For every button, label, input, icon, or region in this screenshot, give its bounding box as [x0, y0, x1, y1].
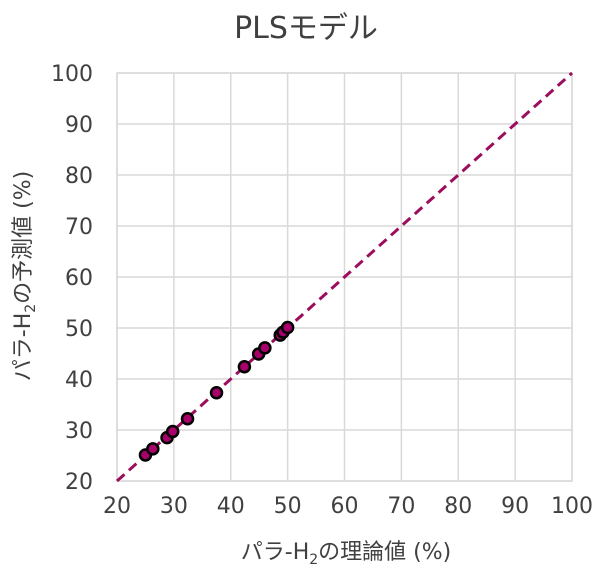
x-tick-label: 80 [444, 494, 472, 519]
x-tick-label: 60 [331, 494, 359, 519]
x-axis-label-main: パラ-H [241, 540, 309, 565]
y-tick-label: 30 [65, 419, 93, 444]
y-tick-label: 100 [51, 62, 93, 87]
data-point [146, 442, 160, 456]
x-tick-label: 30 [160, 494, 188, 519]
y-axis-label-tail: の予測値 (%) [11, 171, 36, 304]
y-tick-label: 60 [65, 266, 93, 291]
x-tick-label: 100 [551, 494, 593, 519]
x-tick-label: 20 [103, 494, 131, 519]
data-point [209, 386, 224, 400]
reference-line [115, 71, 574, 483]
y-tick-labels: 20 30 40 50 60 70 80 90 100 [51, 62, 93, 495]
plot-frame [116, 72, 573, 482]
x-axis-label-tail: の理論値 (%) [318, 540, 451, 565]
x-axis-label: パラ-H2の理論値 (%) [241, 540, 451, 568]
y-axis-label: パラ-H2の予測値 (%) [11, 171, 39, 381]
data-point [165, 424, 180, 439]
y-tick-label: 50 [65, 317, 93, 342]
y-tick-label: 20 [65, 470, 93, 495]
x-tick-labels: 20 30 40 50 60 70 80 90 100 [103, 494, 593, 519]
x-tick-label: 70 [387, 494, 415, 519]
y-tick-label: 70 [65, 215, 93, 240]
data-points [138, 320, 295, 462]
data-point [180, 412, 195, 426]
y-axis-label-subscript: 2 [23, 304, 39, 313]
x-tick-label: 90 [501, 494, 529, 519]
data-point [237, 360, 252, 374]
y-axis-label-main: パラ-H [11, 313, 36, 381]
y-tick-label: 90 [65, 113, 93, 138]
x-tick-label: 40 [217, 494, 245, 519]
y-tick-label: 40 [65, 368, 93, 393]
x-axis-label-subscript: 2 [309, 552, 318, 568]
chart-title: PLSモデル [234, 11, 378, 46]
x-tick-label: 50 [274, 494, 302, 519]
data-point [258, 341, 272, 355]
y-tick-label: 80 [65, 164, 93, 189]
data-point [280, 320, 295, 335]
